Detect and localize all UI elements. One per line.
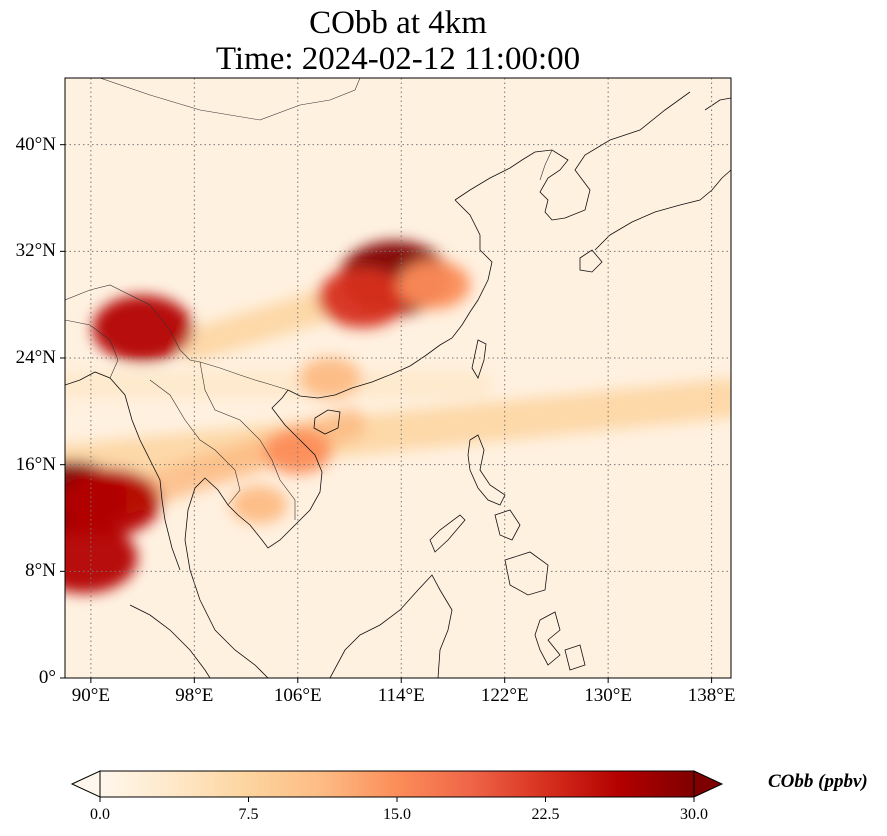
lon-tick-label: 114°E [377,685,425,706]
lat-tick-label: 32°N [15,240,56,262]
lat-tick-label: 0° [38,667,56,688]
colorbar-ticks [99,797,695,802]
lat-tick-label: 24°N [15,347,56,368]
lon-tick-label: 122°E [480,685,529,706]
coastline-visayas [494,509,521,541]
colorbar [70,770,724,802]
coastline-china-east [287,249,493,399]
coastline-sulawesi [534,611,561,666]
co-field-layer [65,241,731,594]
map-area [65,78,731,678]
colorbar-tick-label: 7.5 [238,806,259,823]
lon-tick-label: 138°E [687,685,736,706]
colorbar-tick-label: 15.0 [383,806,411,823]
border-myanmar-india [65,319,119,379]
co-hotspot-8 [298,357,362,399]
colorbar-tick-label: 30.0 [680,806,708,823]
lon-tick-label: 106°E [273,685,322,706]
coastline-myanmar [65,371,181,571]
coastline-palawan [429,514,466,553]
coastline-japan-hokkaido [704,97,731,111]
colorbar-gradient [99,770,695,798]
border-mongolia [99,78,361,121]
lat-tick-label: 16°N [15,453,56,475]
coastline-moluccas [564,644,586,671]
coastline-japan-honshu [594,169,731,251]
coastline-mindanao [504,551,549,596]
colorbar-min-extend [70,770,101,798]
coastline-sumatra [129,604,211,678]
coastline-borneo [329,574,453,678]
border-china-south [65,284,289,391]
co-hotspot-4 [65,468,161,536]
lat-tick-label: 40°N [15,133,56,155]
border-korea [539,149,553,181]
map-time-subtitle: Time: 2024-02-12 11:00:00 [215,41,581,77]
co-hotspot-9 [230,485,288,524]
colorbar-tick-label: 22.5 [531,806,560,823]
border-thailand [149,379,241,506]
coastlines [65,91,731,678]
co-hotspot-1 [317,268,408,328]
colorbar-label: CObb (ppbv) [768,771,868,792]
lon-tick-label: 130°E [584,685,632,706]
axis-ticks [60,144,713,683]
map-title: CObb at 4km [309,5,487,41]
coastline-japan-kyushu [579,249,603,273]
colorbar-max-extend [693,770,724,798]
co-hotspot-2 [396,260,471,310]
coastline-luzon [467,434,506,506]
co-hotspot-7 [263,428,332,474]
border-laos-vietnam [199,361,296,520]
coastline-indochina [184,389,323,678]
co-hotspot-5 [65,522,138,594]
lon-tick-label: 90°E [71,685,110,706]
co-hotspot-6 [92,295,193,363]
lon-tick-label: 98°E [175,685,214,706]
colorbar-tick-label: 0.0 [90,806,110,823]
map-frame [64,77,732,679]
coastline-north-china [454,91,691,221]
lat-tick-label: 8°N [25,560,56,582]
country-borders [65,78,553,520]
coastline-hainan [313,409,341,435]
co-plume-0 [65,378,731,485]
coastline-taiwan [471,339,487,379]
coastline-china-northeast [454,199,481,250]
